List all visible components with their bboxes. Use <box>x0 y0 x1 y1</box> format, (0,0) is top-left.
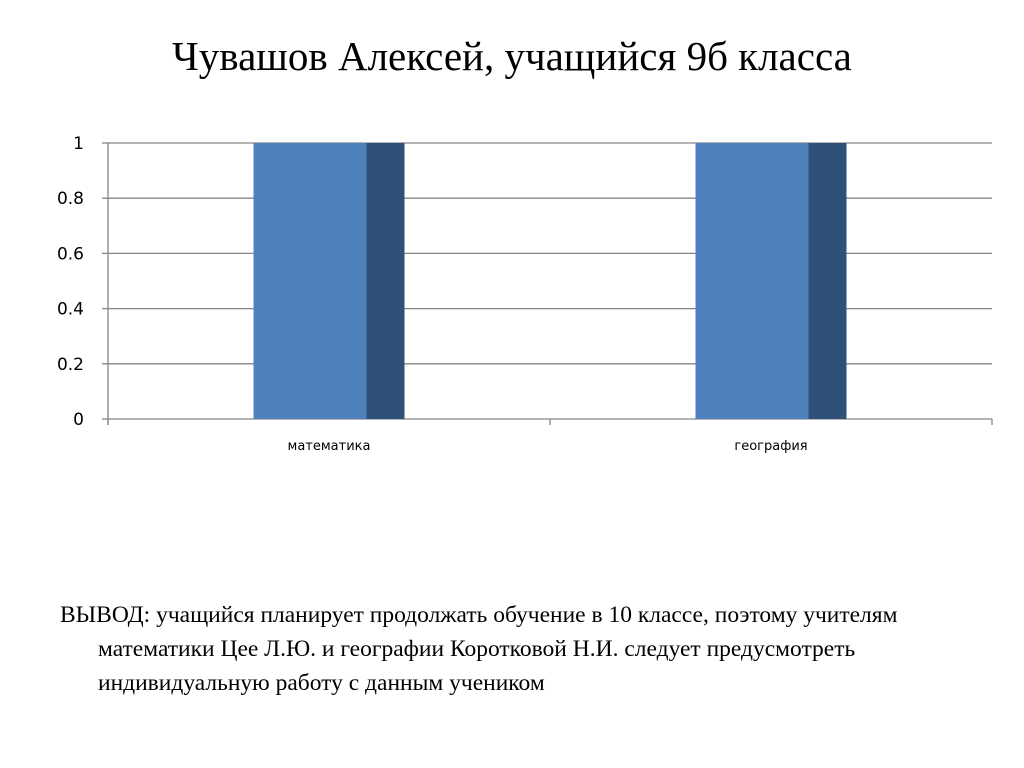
bar-1 <box>253 143 367 419</box>
chart-bars <box>253 143 847 419</box>
y-tick-label: 0 <box>73 410 84 430</box>
y-tick-label: 0.8 <box>57 189 84 209</box>
chart-axes <box>102 142 993 425</box>
y-tick-label: 0.6 <box>57 244 84 264</box>
slide-title: Чувашов Алексей, учащийся 9б класса <box>172 33 852 79</box>
bar-2 <box>695 143 809 419</box>
y-tick-label: 0.4 <box>57 300 84 320</box>
bar-1-side <box>366 143 405 419</box>
x-category-label: математика <box>288 439 371 454</box>
x-category-label: география <box>734 439 807 454</box>
chart-labels: 0 0.2 0.4 0.6 0.8 1 математика география <box>57 134 808 454</box>
y-tick-label: 0.2 <box>57 355 84 375</box>
y-tick-label: 1 <box>73 134 84 154</box>
bar-2-side <box>808 143 847 419</box>
bar-chart: 0 0.2 0.4 0.6 0.8 1 математика география <box>57 134 993 454</box>
chart-gridlines <box>108 142 992 420</box>
conclusion-text: ВЫВОД: учащийся планирует продолжать обу… <box>60 602 898 696</box>
